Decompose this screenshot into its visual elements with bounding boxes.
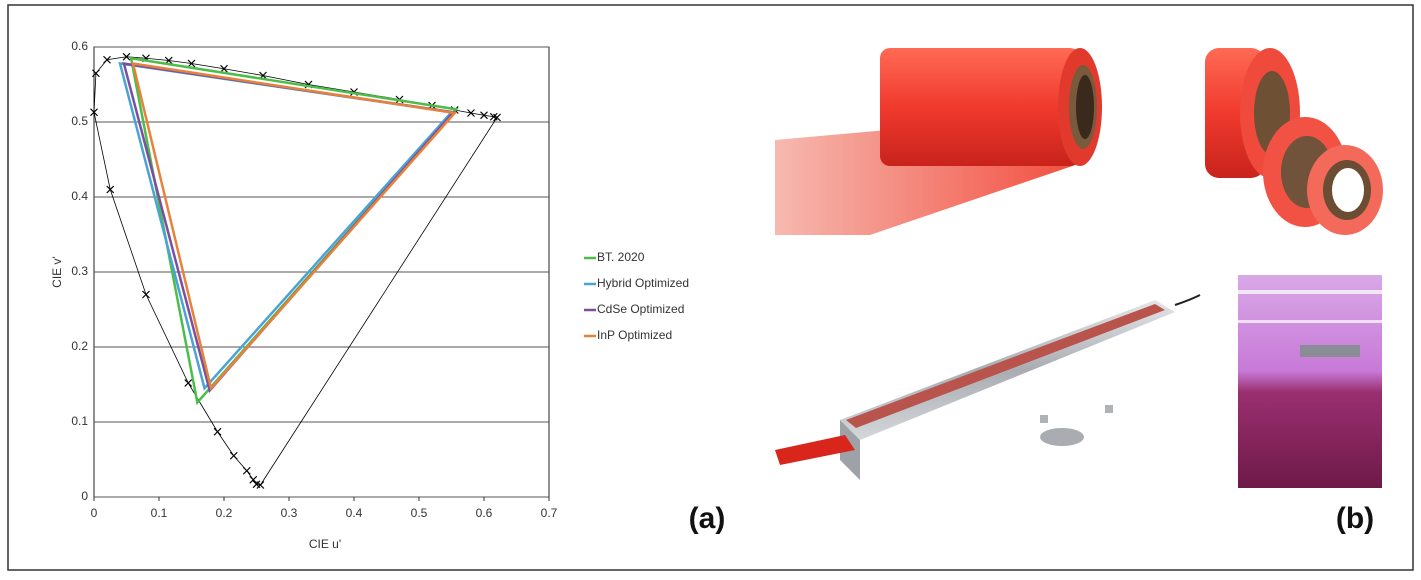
- photo-tape-rolls: [1205, 48, 1383, 235]
- page: 0 0.1 0.2 0.3 0.4 0.5 0.6 0 0.1 0.2 0.3 0.4 0.5 0.6 0.…: [0, 0, 1421, 575]
- x-tick-label: 0.5: [411, 506, 428, 520]
- y-tick-label: 0.6: [71, 39, 88, 53]
- x-tick-label: 0.2: [216, 506, 233, 520]
- legend-label: Hybrid Optimized: [597, 276, 689, 290]
- photo-led-bar: [775, 295, 1200, 480]
- x-tick-label: 0: [91, 506, 98, 520]
- y-tick-label: 0.4: [71, 189, 88, 203]
- x-axis-title: CIE u': [309, 537, 341, 551]
- y-axis-title: CIE v': [50, 256, 64, 288]
- legend-label: InP Optimized: [597, 328, 672, 342]
- legend-label: BT. 2020: [597, 250, 645, 264]
- legend-label: CdSe Optimized: [597, 302, 684, 316]
- x-tick-label: 0.7: [541, 506, 558, 520]
- x-tick-label: 0.3: [281, 506, 298, 520]
- photo-film-roll: [775, 48, 1102, 235]
- panel-label: (b): [1336, 502, 1374, 535]
- x-tick-label: 0.4: [346, 506, 363, 520]
- photo-greenhouse: [1238, 275, 1382, 488]
- legend: BT. 2020 Hybrid Optimized CdSe Optimized In…: [584, 250, 689, 342]
- y-tick-label: 0.5: [71, 114, 88, 128]
- y-tick-label: 0.1: [71, 414, 88, 428]
- y-tick-label: 0.2: [71, 339, 88, 353]
- figure: 0 0.1 0.2 0.3 0.4 0.5 0.6 0 0.1 0.2 0.3 0.4 0.5 0.6 0.…: [0, 0, 1421, 575]
- x-tick-label: 0.6: [476, 506, 493, 520]
- x-tick-label: 0.1: [151, 506, 168, 520]
- panel-label: (a): [689, 502, 726, 535]
- y-tick-label: 0.3: [71, 264, 88, 278]
- y-tick-label: 0: [81, 489, 88, 503]
